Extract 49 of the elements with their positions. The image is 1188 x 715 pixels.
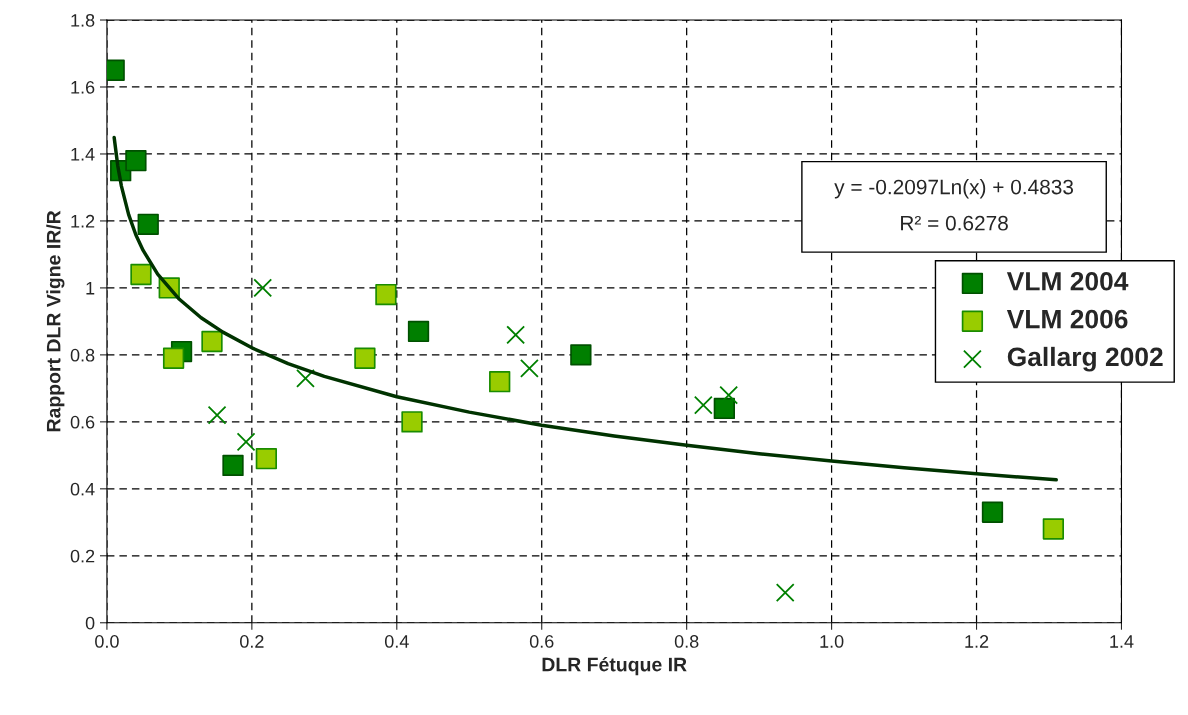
point: [125, 150, 147, 172]
point: [570, 344, 592, 366]
point: [162, 347, 185, 369]
y-tick-label: 0.6: [70, 415, 95, 429]
x-tick-label: 1.2: [965, 635, 989, 648]
y-tick-label: 1.4: [71, 148, 95, 161]
point: [354, 347, 376, 369]
point: [130, 263, 152, 286]
point: [255, 448, 278, 470]
y-tick-label: 1.6: [71, 80, 95, 94]
point: [693, 395, 713, 415]
annotation: y = -0.2097Ln(x) + 0.4833: [834, 179, 1074, 199]
y-tick-label: 0.8: [70, 348, 95, 362]
point: [253, 278, 273, 298]
y-tick-label: 1.2: [71, 214, 95, 228]
point: [506, 325, 526, 345]
y-tick-label: 0.4: [70, 482, 95, 496]
y-tick-label: 0: [85, 616, 95, 630]
y-tick-label: 1: [86, 282, 95, 295]
point: [981, 501, 1004, 523]
legend-label: VLM 2006: [1006, 309, 1128, 329]
annotation: R² = 0.6278: [901, 215, 1008, 231]
y-tick-label: 0.2: [70, 549, 95, 563]
point: [201, 330, 223, 353]
x-tick-label: 0.2: [240, 635, 264, 648]
x-tick-label: 0.8: [674, 635, 699, 648]
y-axis-title: Rapport DLR Vigne IR/R: [46, 210, 65, 432]
x-tick-label: 0.6: [529, 635, 554, 648]
point: [401, 411, 423, 433]
y-tick-label: 1.8: [71, 13, 95, 27]
x-tick-label: 0.0: [95, 635, 119, 648]
point: [137, 213, 159, 235]
legend-label: Gallarg 2002: [1007, 346, 1163, 372]
point: [1042, 518, 1065, 540]
point: [222, 454, 244, 477]
x-tick-label: 0.4: [384, 635, 409, 648]
point: [489, 371, 511, 393]
point: [519, 358, 539, 378]
x-axis-title: DLR Fétuque IR: [542, 656, 687, 676]
point: [775, 583, 795, 603]
point: [719, 385, 739, 405]
legend-label: VLM 2004: [1006, 271, 1129, 291]
point: [236, 432, 256, 452]
point: [207, 405, 227, 425]
x-tick-label: 1.0: [820, 635, 844, 648]
x-tick-label: 1.4: [1110, 635, 1134, 648]
point: [713, 397, 736, 420]
point: [375, 283, 397, 306]
point: [407, 320, 430, 343]
